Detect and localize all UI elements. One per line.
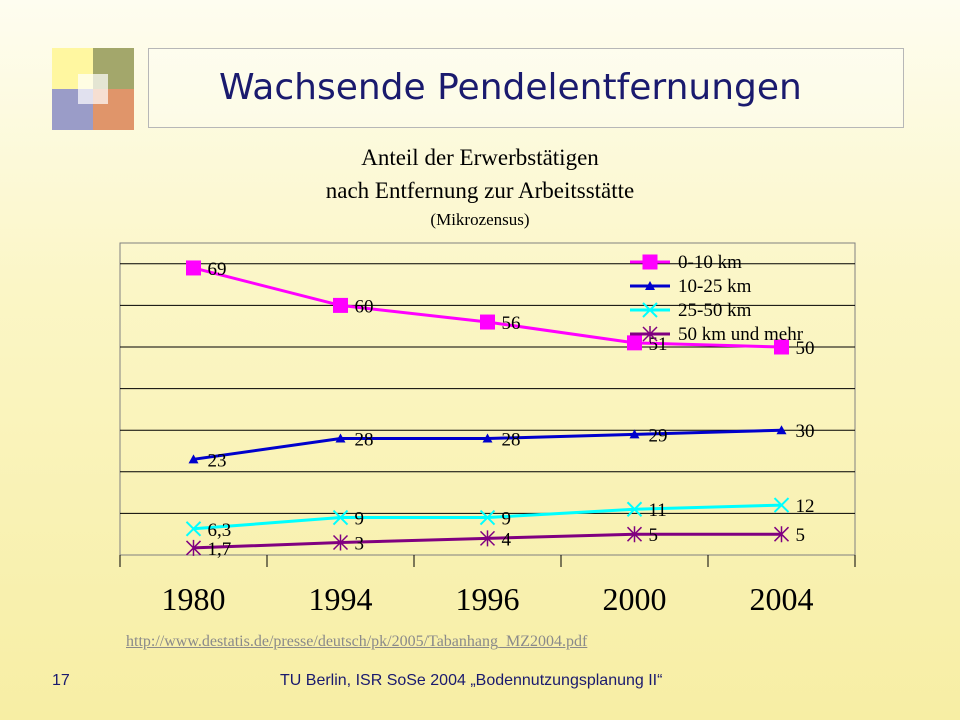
x-tick-label-2000: 2000 <box>603 581 667 617</box>
slide-number: 17 <box>52 672 70 689</box>
data-label-s3-3: 5 <box>649 525 659 546</box>
legend-marker-2 <box>642 302 658 318</box>
data-point-s2-1 <box>332 509 349 526</box>
data-point-s0-1 <box>333 297 348 313</box>
data-label-s3-2: 4 <box>502 529 512 550</box>
data-label-s1-1: 28 <box>355 430 374 451</box>
legend-label-0: 0-10 km <box>678 252 742 273</box>
data-label-s0-1: 60 <box>355 296 374 317</box>
data-label-s0-3: 51 <box>649 334 668 355</box>
data-label-s3-1: 3 <box>355 534 365 555</box>
data-label-s0-0: 69 <box>208 259 227 280</box>
data-point-s2-4 <box>773 497 790 513</box>
slide-title: Wachsende Pendelentfernungen <box>219 67 802 108</box>
data-point-s1-3 <box>629 429 640 439</box>
legend-marker-0 <box>642 254 658 270</box>
data-point-s1-0 <box>188 454 199 464</box>
data-point-s3-2 <box>479 530 496 547</box>
data-label-s0-2: 56 <box>502 313 521 334</box>
data-point-s3-4 <box>773 526 790 543</box>
data-label-s0-4: 50 <box>796 338 815 359</box>
data-label-s2-0: 6,3 <box>208 520 232 541</box>
x-tick-label-1994: 1994 <box>309 581 373 617</box>
data-point-s1-2 <box>482 433 493 443</box>
legend-marker-3 <box>642 326 658 342</box>
title-box: Wachsende Pendelentfernungen <box>148 48 904 128</box>
data-label-s3-0: 1,7 <box>208 539 232 560</box>
data-point-s0-2 <box>480 314 495 330</box>
legend-label-2: 25-50 km <box>678 300 752 321</box>
data-label-s2-3: 11 <box>649 500 667 521</box>
data-point-s2-3 <box>626 501 643 517</box>
data-point-s3-0 <box>185 539 202 556</box>
x-tick-label-2004: 2004 <box>750 581 814 617</box>
plot-area <box>119 242 856 556</box>
chart-title-line-1: Anteil der Erwerbstätigen <box>361 145 599 170</box>
x-tick-label-1996: 1996 <box>456 581 520 617</box>
data-point-s2-2 <box>479 509 496 526</box>
data-point-s1-4 <box>776 425 787 435</box>
data-point-s1-1 <box>335 433 346 443</box>
chart-title-line-3: (Mikrozensus) <box>430 210 530 229</box>
data-label-s2-2: 9 <box>502 509 512 530</box>
data-label-s1-2: 28 <box>502 430 521 451</box>
data-label-s2-1: 9 <box>355 509 365 530</box>
data-point-s2-0 <box>185 521 202 537</box>
data-label-s1-3: 29 <box>649 425 668 446</box>
data-label-s3-4: 5 <box>796 525 806 546</box>
data-label-s1-0: 23 <box>208 450 227 471</box>
data-point-s0-4 <box>774 339 789 355</box>
data-point-s0-3 <box>627 335 642 351</box>
footer-text: TU Berlin, ISR SoSe 2004 „Bodennutzungsp… <box>280 672 663 689</box>
legend-label-1: 10-25 km <box>678 276 752 297</box>
data-label-s1-4: 30 <box>796 421 815 442</box>
data-point-s3-1 <box>332 534 349 551</box>
x-tick-label-1980: 1980 <box>162 581 226 617</box>
logo <box>52 48 134 130</box>
data-point-s3-3 <box>626 526 643 543</box>
data-label-s2-4: 12 <box>796 496 815 517</box>
data-point-s0-0 <box>186 260 201 276</box>
legend-label-3: 50 km und mehr <box>678 324 804 345</box>
legend-marker-1 <box>645 281 655 290</box>
source-link[interactable]: http://www.destatis.de/presse/deutsch/pk… <box>126 633 588 650</box>
chart-title-line-2: nach Entfernung zur Arbeitsstätte <box>325 178 635 203</box>
